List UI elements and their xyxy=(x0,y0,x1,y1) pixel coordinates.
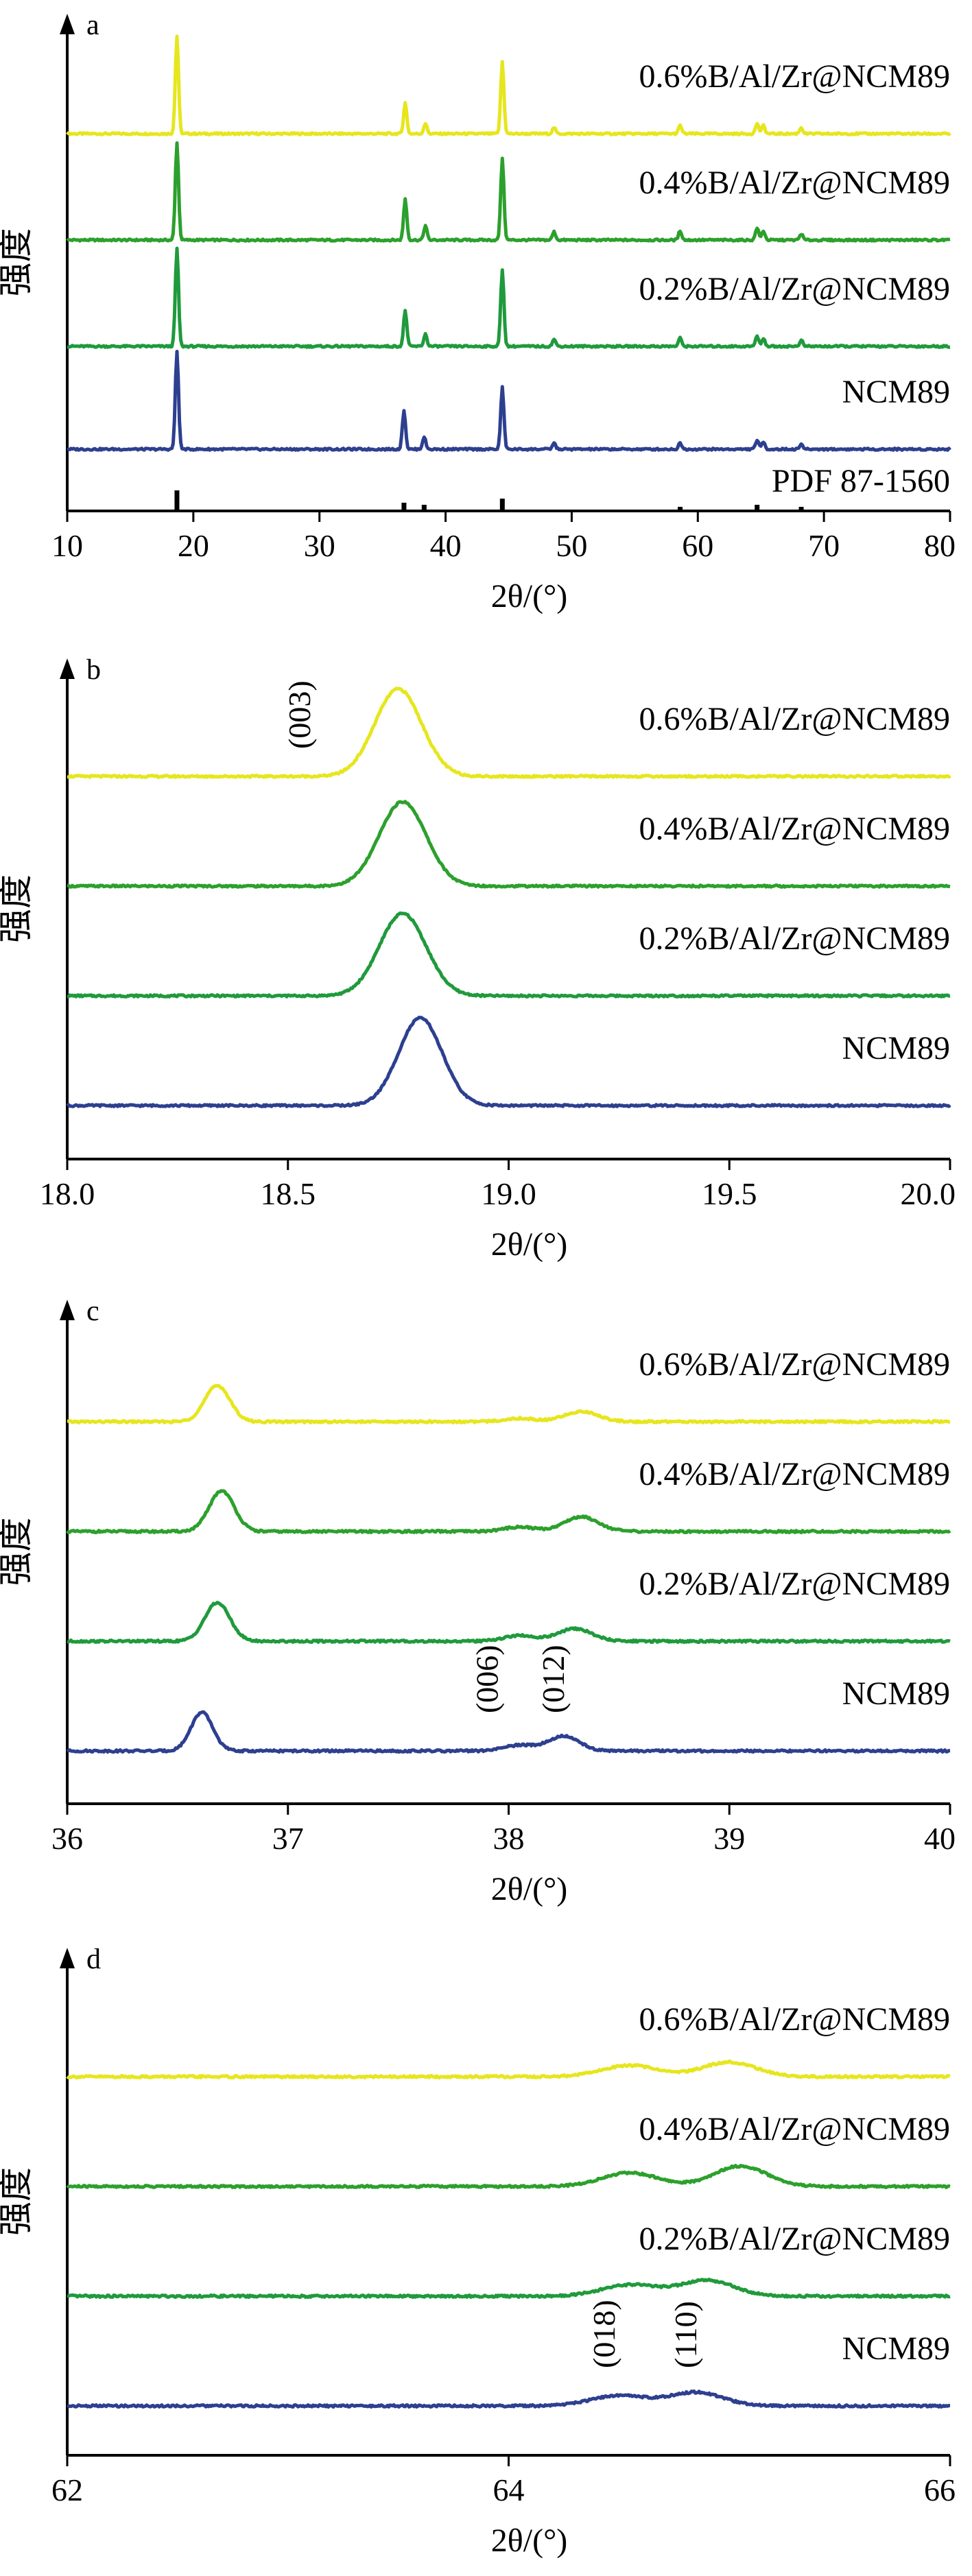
series-line xyxy=(66,141,951,243)
x-tick-label: 60 xyxy=(682,528,713,563)
series-label: 0.2%B/Al/Zr@NCM89 xyxy=(639,920,950,957)
x-axis-label: 2θ/(°) xyxy=(491,2523,568,2559)
x-tick-label: 30 xyxy=(304,528,335,563)
x-tick-label: 80 xyxy=(924,528,956,563)
y-axis-arrow xyxy=(60,1948,75,1968)
x-tick-label: 39 xyxy=(713,1821,745,1856)
x-axis-label: 2θ/(°) xyxy=(491,578,568,615)
series-label: 0.6%B/Al/Zr@NCM89 xyxy=(639,2001,950,2038)
series-label: 0.4%B/Al/Zr@NCM89 xyxy=(639,165,950,201)
series-line xyxy=(67,350,951,452)
x-tick-label: 66 xyxy=(924,2472,956,2507)
peak-annotation: (110) xyxy=(668,2301,703,2368)
series-line xyxy=(66,34,951,136)
series-line xyxy=(67,1601,951,1644)
x-tick-label: 64 xyxy=(493,2472,525,2507)
y-axis-arrow xyxy=(60,658,75,679)
y-axis-arrow xyxy=(60,14,75,34)
series-line xyxy=(67,1383,951,1424)
series-line xyxy=(67,800,951,889)
y-axis-label: 强度 xyxy=(0,1518,35,1586)
series-label: 0.2%B/Al/Zr@NCM89 xyxy=(639,271,950,307)
series-line xyxy=(66,2389,951,2409)
x-axis-label: 2θ/(°) xyxy=(491,1226,568,1263)
x-tick-label: 36 xyxy=(51,1821,83,1856)
series-label: 0.4%B/Al/Zr@NCM89 xyxy=(639,811,950,847)
x-tick-label: 10 xyxy=(51,528,83,563)
series-label: 0.6%B/Al/Zr@NCM89 xyxy=(639,1346,950,1383)
panel-label: a xyxy=(86,10,99,41)
panel-d: d 62 64 66 2θ/(°) 强度 0.6%B/Al/Zr@NCM89 0.4%B/Al… xyxy=(0,1944,956,2559)
x-tick-label: 50 xyxy=(556,528,587,563)
panel-a: a 10 20 30 40 50 60 70 80 2θ/(°) 强度 0.6%B/Al/Zr@NCM… xyxy=(0,10,956,615)
series-label: NCM89 xyxy=(842,1030,950,1066)
series-line xyxy=(66,2059,951,2079)
y-axis-arrow xyxy=(60,1300,75,1320)
series-line xyxy=(67,2278,951,2299)
x-tick-label: 19.0 xyxy=(481,1176,536,1211)
series-line xyxy=(66,2164,951,2189)
x-axis-label: 2θ/(°) xyxy=(491,1871,568,1907)
x-tick-label: 20.0 xyxy=(901,1176,956,1211)
x-tick-label: 37 xyxy=(272,1821,304,1856)
series-line xyxy=(67,687,951,779)
y-axis-label: 强度 xyxy=(0,2167,35,2236)
x-tick-label: 40 xyxy=(924,1821,956,1856)
series-line xyxy=(66,1015,951,1108)
series-line xyxy=(67,911,951,999)
panel-label: c xyxy=(86,1296,99,1327)
x-tick-label: 18.5 xyxy=(261,1176,316,1211)
panel-label: d xyxy=(86,1944,101,1975)
series-label: 0.2%B/Al/Zr@NCM89 xyxy=(639,1566,950,1602)
series-label: 0.2%B/Al/Zr@NCM89 xyxy=(639,2221,950,2257)
series-line xyxy=(67,246,951,349)
y-axis-label: 强度 xyxy=(0,874,35,943)
x-tick-label: 18.0 xyxy=(40,1176,95,1211)
x-tick-label: 40 xyxy=(430,528,462,563)
series-label: NCM89 xyxy=(842,2330,950,2367)
x-tick-label: 19.5 xyxy=(702,1176,757,1211)
reference-label: PDF 87-1560 xyxy=(772,463,950,499)
peak-annotation: (003) xyxy=(282,680,317,749)
series-label: 0.4%B/Al/Zr@NCM89 xyxy=(639,2111,950,2147)
peak-annotation: (006) xyxy=(469,1645,504,1713)
series-label: NCM89 xyxy=(842,1675,950,1712)
panel-b: b 18.0 18.5 19.0 19.5 20.0 2θ/(°) 强度 0.6%B/Al/Zr… xyxy=(0,654,956,1263)
peak-annotation: (018) xyxy=(586,2300,621,2368)
series-label: 0.4%B/Al/Zr@NCM89 xyxy=(639,1456,950,1492)
peak-annotation: (012) xyxy=(536,1645,571,1713)
x-tick-label: 70 xyxy=(808,528,840,563)
panel-c: c 36 37 38 39 40 2θ/(°) 强度 0.6%B/Al/Zr@NCM89 0.4%… xyxy=(0,1296,956,1907)
x-tick-label: 38 xyxy=(493,1821,525,1856)
series-label: 0.6%B/Al/Zr@NCM89 xyxy=(639,58,950,95)
x-tick-label: 20 xyxy=(178,528,209,563)
x-tick-label: 62 xyxy=(51,2472,83,2507)
series-line xyxy=(66,1489,951,1534)
series-label: 0.6%B/Al/Zr@NCM89 xyxy=(639,701,950,737)
series-label: NCM89 xyxy=(842,374,950,410)
y-axis-label: 强度 xyxy=(0,228,35,297)
series-line xyxy=(66,1710,951,1754)
panel-label: b xyxy=(86,654,101,686)
